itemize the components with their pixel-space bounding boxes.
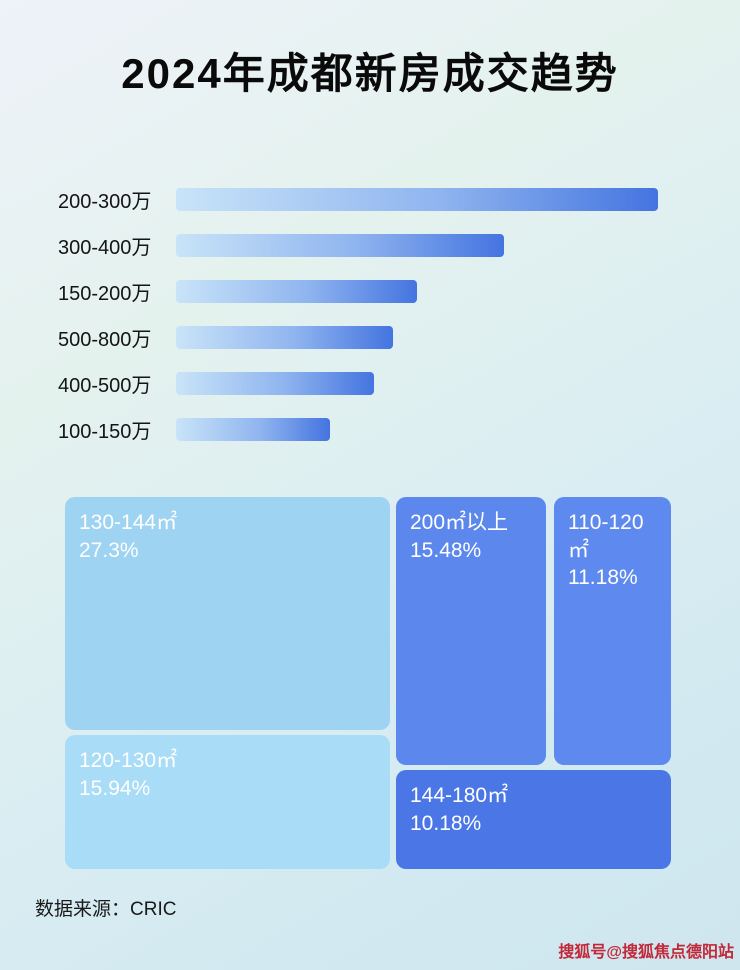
bar-category-label: 500-800万: [58, 328, 152, 351]
treemap-block-value: 27.3%: [79, 538, 139, 562]
treemap-block: 130-144㎡ 27.3%: [65, 497, 390, 730]
bar: [176, 279, 417, 303]
bar-row: 300-400万: [58, 222, 683, 268]
treemap-block-label: 110-120㎡: [568, 511, 644, 562]
bar-row: 100-150万: [58, 406, 683, 452]
bar-row: 500-800万: [58, 314, 683, 360]
bar-category-label: 300-400万: [58, 236, 152, 259]
bar-track: [176, 233, 658, 257]
bar-row: 200-300万: [58, 176, 683, 222]
bar: [176, 233, 504, 257]
treemap-block: 120-130㎡ 15.94%: [65, 735, 390, 869]
treemap-block: 200㎡以上 15.48%: [396, 497, 546, 765]
bar: [176, 325, 393, 349]
treemap-block-value: 15.48%: [410, 538, 482, 562]
watermark: 搜狐号@搜狐焦点德阳站: [558, 944, 734, 961]
treemap-block: 110-120㎡ 11.18%: [554, 497, 671, 765]
bar-track: [176, 417, 658, 441]
bar-track: [176, 325, 658, 349]
treemap-block-value: 11.18%: [568, 566, 638, 590]
bar-category-label: 100-150万: [58, 420, 152, 443]
treemap-block-label: 130-144㎡: [79, 511, 178, 534]
bar: [176, 187, 658, 211]
data-source-label: 数据来源：CRIC: [35, 899, 177, 920]
treemap-block-label: 144-180㎡: [410, 784, 509, 807]
bar-row: 400-500万: [58, 360, 683, 406]
price-range-bar-chart: 200-300万 300-400万 150-200万 500-800万 400-: [58, 176, 683, 452]
treemap-block: 144-180㎡ 10.18%: [396, 770, 671, 869]
treemap-block-label: 120-130㎡: [79, 749, 178, 772]
bar-row: 150-200万: [58, 268, 683, 314]
treemap-block-value: 10.18%: [410, 811, 482, 835]
bar-track: [176, 187, 658, 211]
treemap-block-value: 15.94%: [79, 776, 151, 800]
bar-category-label: 200-300万: [58, 190, 152, 213]
bar-category-label: 150-200万: [58, 282, 152, 305]
bar-track: [176, 371, 658, 395]
page-title: 2024年成都新房成交趋势: [121, 50, 619, 97]
bar: [176, 371, 374, 395]
bar-category-label: 400-500万: [58, 374, 152, 397]
bar-track: [176, 279, 658, 303]
bar: [176, 417, 331, 441]
area-share-treemap: 130-144㎡ 27.3% 120-130㎡ 15.94% 200㎡以上 15…: [65, 497, 671, 869]
treemap-block-label: 200㎡以上: [410, 511, 509, 534]
